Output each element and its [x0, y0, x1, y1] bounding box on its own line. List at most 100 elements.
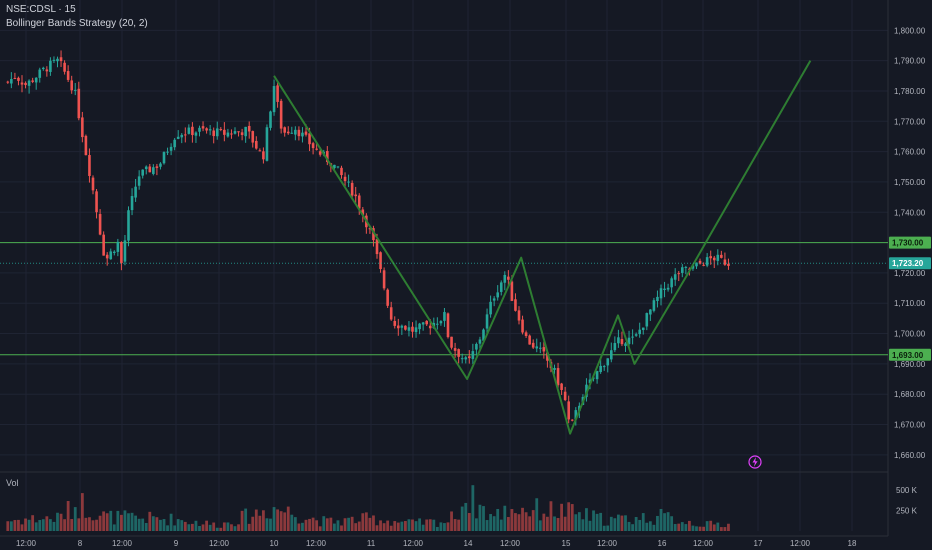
volume-bar: [166, 525, 169, 531]
volume-bar: [549, 501, 553, 531]
candle-body: [191, 126, 194, 136]
volume-bar: [666, 512, 670, 531]
volume-bar: [588, 520, 592, 531]
candle-body: [379, 252, 382, 270]
volume-bar: [648, 521, 652, 531]
candle-body: [684, 266, 688, 268]
candle-body: [318, 151, 322, 155]
candle-body: [184, 134, 187, 136]
candle-body: [428, 325, 432, 329]
volume-bar: [577, 512, 581, 531]
candle-body: [148, 166, 152, 173]
volume-bar: [247, 523, 251, 531]
volume-bar: [556, 518, 560, 531]
lightning-alert-icon[interactable]: [748, 455, 762, 469]
volume-bar: [400, 521, 404, 531]
volume-bar: [652, 524, 656, 531]
candle-body: [496, 292, 499, 298]
candle-body: [152, 167, 155, 174]
candle-body: [340, 167, 343, 176]
candle-body: [297, 129, 301, 137]
volume-bar: [680, 522, 684, 531]
volume-bar: [9, 521, 13, 531]
candle-body: [137, 176, 141, 186]
candle-body: [620, 339, 624, 345]
volume-bar: [581, 519, 585, 531]
volume-bar: [567, 502, 571, 531]
candle-body: [194, 132, 198, 136]
candle-body: [208, 129, 212, 131]
candle-body: [20, 82, 24, 85]
x-tick-label: 16: [658, 539, 667, 548]
candle-body: [539, 347, 542, 349]
candle-body: [617, 337, 620, 344]
candle-body: [42, 67, 45, 70]
volume-bar: [418, 518, 421, 531]
candle-body: [411, 326, 414, 332]
candle-body: [368, 228, 372, 230]
x-tick-label: 9: [174, 539, 179, 548]
candle-body: [631, 336, 634, 338]
candle-body: [720, 254, 723, 258]
volume-bar: [396, 522, 400, 531]
candle-body: [567, 401, 570, 420]
volume-bar: [482, 506, 485, 531]
y-tick-label: 1,700.00: [894, 330, 926, 339]
volume-bar: [130, 512, 134, 531]
volume-bar: [723, 527, 727, 531]
y-tick-label: 1,790.00: [894, 57, 926, 66]
level-price-label: 1,730.00: [892, 239, 924, 248]
candle-body: [464, 357, 468, 360]
candle-body: [159, 163, 162, 167]
volume-bar: [17, 519, 20, 531]
candle-body: [294, 129, 297, 135]
candle-body: [397, 325, 400, 329]
candle-body: [120, 242, 123, 264]
candle-body: [226, 132, 230, 137]
volume-bar: [716, 522, 720, 531]
volume-bar: [428, 519, 432, 531]
candle-body: [524, 332, 528, 337]
candle-body: [77, 88, 81, 119]
volume-bar: [329, 517, 333, 531]
volume-bar: [84, 517, 88, 531]
candle-body: [404, 325, 407, 330]
y-tick-label: 1,680.00: [894, 390, 926, 399]
study-legend[interactable]: Bollinger Bands Strategy (20, 2): [6, 18, 148, 29]
volume-bar: [517, 514, 521, 531]
volume-bar: [27, 519, 31, 531]
last-price-label: 1,723.20: [892, 259, 924, 268]
volume-bar: [301, 522, 304, 531]
volume-bar: [364, 512, 368, 531]
volume-bar: [333, 523, 336, 531]
candle-body: [283, 127, 286, 133]
candle-body: [389, 307, 393, 320]
volume-bar: [144, 522, 148, 531]
volume-bar: [641, 513, 645, 531]
volume-bar: [191, 523, 194, 531]
candle-body: [695, 262, 698, 267]
volume-bar: [521, 507, 524, 531]
candle-body: [372, 228, 375, 241]
candle-body: [49, 60, 52, 72]
candle-body: [716, 254, 720, 261]
candle-body: [73, 89, 77, 91]
volume-bar: [222, 522, 226, 531]
candle-body: [162, 152, 166, 164]
candle-body: [638, 329, 641, 335]
volume-bar: [155, 517, 159, 531]
volume-bar: [336, 520, 340, 531]
volume-bar: [435, 526, 439, 531]
volume-bar: [361, 513, 365, 531]
candle-body: [255, 140, 258, 149]
y-tick-label: 1,750.00: [894, 178, 926, 187]
volume-bar: [325, 518, 329, 531]
volume-bar: [52, 521, 56, 531]
volume-bar: [13, 520, 17, 531]
candle-body: [634, 334, 638, 336]
volume-bar: [109, 510, 113, 531]
candle-body: [705, 257, 709, 266]
volume-bar: [347, 517, 350, 531]
